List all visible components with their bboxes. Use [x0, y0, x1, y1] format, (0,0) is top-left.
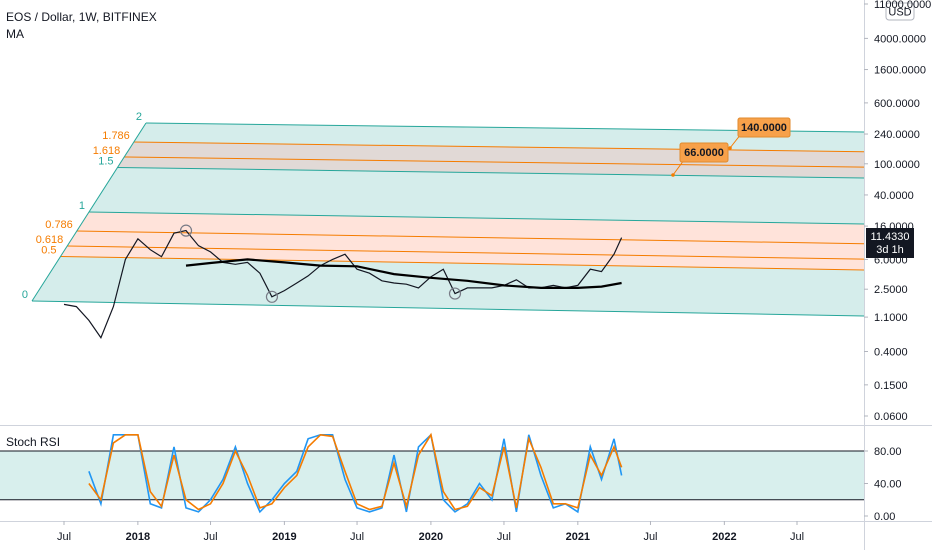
price-axis-label: 240.0000	[874, 129, 920, 141]
fib-level-label: 1.786	[102, 130, 130, 142]
pivot-high-circle	[179, 224, 193, 237]
callout-66-label: 66.0000	[684, 147, 724, 159]
fib-level-label: 0	[22, 289, 28, 301]
fib-level-line	[117, 167, 865, 179]
fib-level-label: 0.5	[41, 245, 56, 257]
fib-level-line	[124, 156, 865, 168]
fib-level-label: 1.5	[98, 156, 113, 168]
fib-level-line	[76, 230, 865, 245]
time-axis-label: Jul	[350, 531, 364, 543]
price-axis-label: 600.0000	[874, 98, 920, 110]
price-series	[63, 224, 623, 339]
currency-badge-box[interactable]	[885, 2, 915, 21]
fib-level-line	[133, 141, 865, 153]
price-axis-label: 0.1500	[874, 380, 908, 392]
fib-zone-fill	[89, 167, 864, 224]
time-axis-label: 2022	[712, 531, 736, 543]
price-axis-label: 11000.0000	[874, 0, 931, 11]
price-axis-label: 4000.0000	[874, 33, 926, 45]
currency-badge: USD	[888, 7, 911, 19]
callout-140-label: 140.0000	[741, 122, 787, 134]
fib-level-label: 2	[136, 111, 142, 123]
fib-level-label: 0.786	[45, 219, 73, 231]
pivot-low-circle	[265, 290, 279, 303]
ma-line	[185, 258, 622, 289]
fib-channel: 0 0.50.618 0.786 1 1.51.618 1.786 2	[22, 111, 865, 317]
price-badge-box	[866, 228, 914, 258]
callout-140[interactable]: 140.0000	[728, 117, 791, 150]
stoch-axis-label: 80.00	[874, 446, 902, 458]
stoch-d-line	[88, 432, 623, 511]
pivot-low-circle	[448, 287, 462, 300]
price-axis-label: 0.0600	[874, 411, 908, 423]
fib-level-label: 0.618	[36, 234, 64, 246]
stoch-axis-label: 40.00	[874, 479, 902, 491]
fib-level-line	[60, 256, 865, 271]
time-axis-label: 2020	[419, 531, 443, 543]
time-axis-label: 2019	[272, 531, 296, 543]
stoch-axis-label: 0.00	[874, 511, 895, 523]
time-axis-label: 2021	[566, 531, 590, 543]
price-axis-label: 1600.0000	[874, 65, 926, 77]
fib-level-label: 1.618	[93, 145, 121, 157]
price-axis-label: 40.0000	[874, 190, 914, 202]
time-axis-label: Jul	[790, 531, 804, 543]
fib-level-line	[88, 211, 865, 225]
fib-level-line	[31, 300, 865, 317]
price-axis-label: 0.4000	[874, 347, 908, 359]
time-axis-label: Jul	[57, 531, 71, 543]
stoch-rsi-pane	[0, 432, 864, 514]
symbol-title: EOS / Dollar, 1W, BITFINEX	[6, 10, 157, 24]
price-axis-label: 1.1000	[874, 312, 908, 324]
price-axis-label: 100.0000	[874, 159, 920, 171]
indicator-label[interactable]: MA	[6, 27, 24, 41]
stoch-band-fill	[0, 451, 864, 500]
time-axis-label: Jul	[497, 531, 511, 543]
fib-zone-fill	[32, 256, 864, 316]
price-axis-label: 2.5000	[874, 284, 908, 296]
time-axis-label: Jul	[203, 531, 217, 543]
fib-level-line	[67, 245, 865, 260]
stoch-rsi-title[interactable]: Stoch RSI	[6, 435, 60, 449]
callout-66[interactable]: 66.0000	[671, 142, 729, 177]
time-axis-label: Jul	[643, 531, 657, 543]
time-axis-label: 2018	[126, 531, 150, 543]
price-badge-countdown: 3d 1h	[876, 244, 904, 256]
fib-level-label: 1	[79, 200, 85, 212]
fib-channel-edge	[31, 122, 147, 302]
price-badge-value: 11.4330	[871, 231, 910, 243]
